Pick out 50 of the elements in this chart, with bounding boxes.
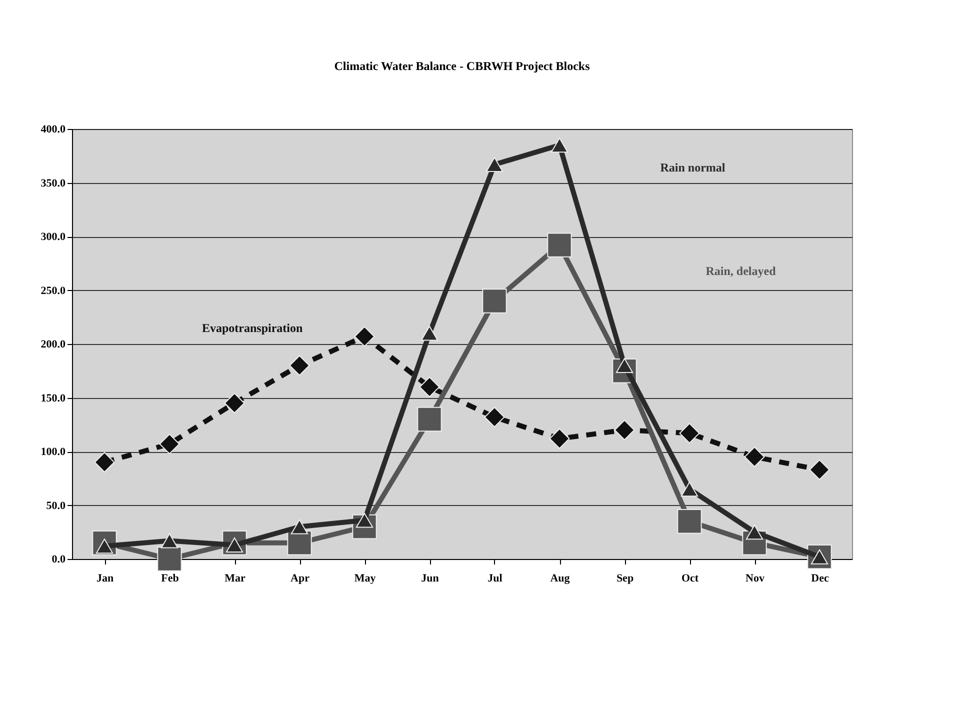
point xyxy=(354,326,375,347)
series-label: Evapotranspiration xyxy=(202,320,304,335)
y-tick-label: 350.0 xyxy=(40,177,66,190)
x-tick-label: Aug xyxy=(550,572,570,584)
point xyxy=(550,138,568,153)
point xyxy=(224,392,245,414)
x-tick-label: Jun xyxy=(421,572,439,584)
point xyxy=(482,288,507,314)
y-tick-label: 50.0 xyxy=(46,500,66,512)
y-tick-label: 0.0 xyxy=(52,554,66,566)
point xyxy=(159,434,180,454)
point xyxy=(290,519,308,534)
x-tick-label: Oct xyxy=(681,572,699,584)
point xyxy=(614,420,635,440)
y-tick-label: 400.0 xyxy=(40,124,66,136)
x-tick-label: Jan xyxy=(96,572,114,584)
point xyxy=(746,524,764,540)
x-tick-label: Mar xyxy=(224,572,246,584)
point xyxy=(420,326,438,341)
y-tick-label: 100.0 xyxy=(40,446,66,458)
x-tick-label: May xyxy=(354,572,376,584)
point xyxy=(484,406,505,428)
point xyxy=(289,355,310,376)
point xyxy=(417,406,442,432)
point xyxy=(549,428,570,449)
point xyxy=(287,530,312,556)
x-tick-label: Sep xyxy=(616,572,634,584)
point xyxy=(680,482,698,497)
chart-title: Climatic Water Balance - CBRWH Project Blocks xyxy=(334,59,590,73)
text: Rain, delayed xyxy=(706,264,776,278)
y-tick-label: 300.0 xyxy=(40,231,66,243)
point xyxy=(547,232,572,258)
x-tick-label: Nov xyxy=(746,572,765,584)
text: Rain normal xyxy=(660,160,726,175)
point xyxy=(157,546,182,572)
y-tick-label: 250.0 xyxy=(40,284,66,297)
point xyxy=(809,460,830,480)
y-tick-label: 150.0 xyxy=(40,392,66,404)
point xyxy=(419,376,440,398)
x-tick-label: Feb xyxy=(161,572,179,584)
x-tick-label: Apr xyxy=(290,572,310,584)
point xyxy=(677,509,702,534)
y-tick-label: 200.0 xyxy=(40,338,66,350)
point xyxy=(744,446,765,468)
point xyxy=(679,422,700,444)
point xyxy=(486,156,504,172)
x-tick-label: Jul xyxy=(488,572,502,584)
point xyxy=(160,533,178,548)
point xyxy=(94,452,115,472)
x-tick-label: Dec xyxy=(811,572,829,584)
